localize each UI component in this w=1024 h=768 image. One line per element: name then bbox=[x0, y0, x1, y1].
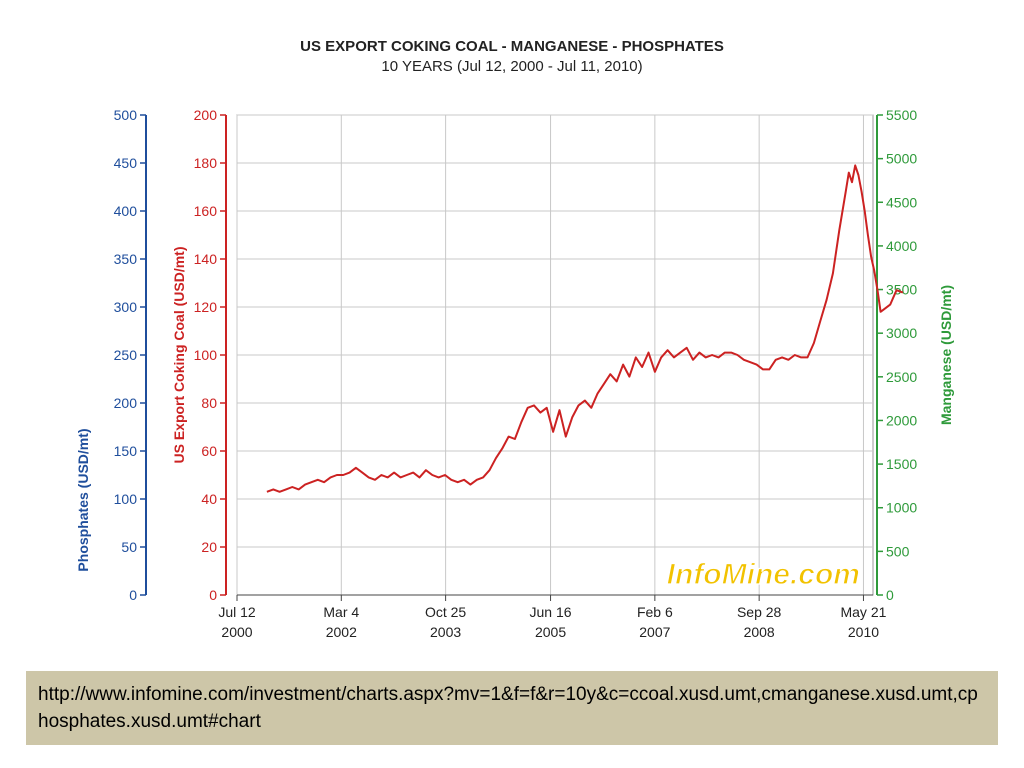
phosphates-axis-tick-label: 0 bbox=[129, 587, 137, 603]
coking-coal-axis-tick-label: 100 bbox=[194, 347, 218, 363]
manganese-axis-tick-label: 0 bbox=[886, 587, 894, 603]
x-tick-label: 2010 bbox=[848, 624, 879, 640]
coking-coal-axis-tick-label: 200 bbox=[194, 107, 218, 123]
phosphates-axis-tick-label: 400 bbox=[114, 203, 138, 219]
x-tick-label: 2008 bbox=[744, 624, 775, 640]
phosphates-axis-title: Phosphates (USD/mt) bbox=[75, 428, 91, 571]
manganese-axis-title: Manganese (USD/mt) bbox=[938, 285, 954, 425]
coking-coal-axis-tick-label: 120 bbox=[194, 299, 218, 315]
coking-coal-axis-tick-label: 20 bbox=[201, 539, 217, 555]
coking-coal-axis-tick-label: 0 bbox=[209, 587, 217, 603]
x-tick-label: 2003 bbox=[430, 624, 461, 640]
us-export-coking-coal-line bbox=[266, 164, 904, 493]
phosphates-axis-tick-label: 100 bbox=[114, 491, 138, 507]
manganese-axis-tick-label: 3000 bbox=[886, 325, 917, 341]
coking-coal-axis-title: US Export Coking Coal (USD/mt) bbox=[171, 246, 187, 463]
manganese-axis-tick-label: 5500 bbox=[886, 107, 917, 123]
coking-coal-axis-tick-label: 160 bbox=[194, 203, 218, 219]
x-tick-label: 2005 bbox=[535, 624, 566, 640]
coking-coal-axis-tick-label: 140 bbox=[194, 251, 218, 267]
coking-coal-axis-tick-label: 40 bbox=[201, 491, 217, 507]
x-tick-label: 2002 bbox=[326, 624, 357, 640]
coking-coal-axis-tick-label: 180 bbox=[194, 155, 218, 171]
manganese-axis-tick-label: 2500 bbox=[886, 369, 917, 385]
phosphates-axis-tick-label: 250 bbox=[114, 347, 138, 363]
x-tick-label: May 21 bbox=[840, 604, 886, 620]
phosphates-axis-tick-label: 500 bbox=[114, 107, 138, 123]
phosphates-axis-tick-label: 300 bbox=[114, 299, 138, 315]
x-tick-label: Mar 4 bbox=[323, 604, 359, 620]
x-tick-label: Jun 16 bbox=[530, 604, 572, 620]
coking-coal-axis-tick-label: 80 bbox=[201, 395, 217, 411]
x-tick-label: Oct 25 bbox=[425, 604, 466, 620]
manganese-axis-tick-label: 2000 bbox=[886, 412, 917, 428]
phosphates-axis-tick-label: 50 bbox=[121, 539, 137, 555]
manganese-axis-tick-label: 4000 bbox=[886, 238, 917, 254]
phosphates-axis-tick-label: 450 bbox=[114, 155, 138, 171]
infomine-watermark: InfoMine.com bbox=[667, 558, 860, 591]
phosphates-axis-tick-label: 150 bbox=[114, 443, 138, 459]
x-tick-label: Feb 6 bbox=[637, 604, 673, 620]
manganese-axis-tick-label: 4500 bbox=[886, 194, 917, 210]
coking-coal-axis-tick-label: 60 bbox=[201, 443, 217, 459]
manganese-axis-tick-label: 500 bbox=[886, 543, 910, 559]
source-url-text: http://www.infomine.com/investment/chart… bbox=[38, 684, 978, 732]
manganese-axis-tick-label: 1500 bbox=[886, 456, 917, 472]
chart-title: US EXPORT COKING COAL - MANGANESE - PHOS… bbox=[300, 38, 724, 55]
manganese-axis-tick-label: 3500 bbox=[886, 282, 917, 298]
x-tick-label: 2007 bbox=[639, 624, 670, 640]
phosphates-axis-tick-label: 200 bbox=[114, 395, 138, 411]
chart-subtitle: 10 YEARS (Jul 12, 2000 - Jul 11, 2010) bbox=[381, 58, 643, 75]
manganese-axis-tick-label: 1000 bbox=[886, 500, 917, 516]
x-tick-label: Jul 12 bbox=[218, 604, 256, 620]
manganese-axis-tick-label: 5000 bbox=[886, 151, 917, 167]
source-url-box: http://www.infomine.com/investment/chart… bbox=[26, 671, 998, 745]
phosphates-axis-tick-label: 350 bbox=[114, 251, 138, 267]
x-tick-label: Sep 28 bbox=[737, 604, 782, 620]
x-tick-label: 2000 bbox=[221, 624, 252, 640]
